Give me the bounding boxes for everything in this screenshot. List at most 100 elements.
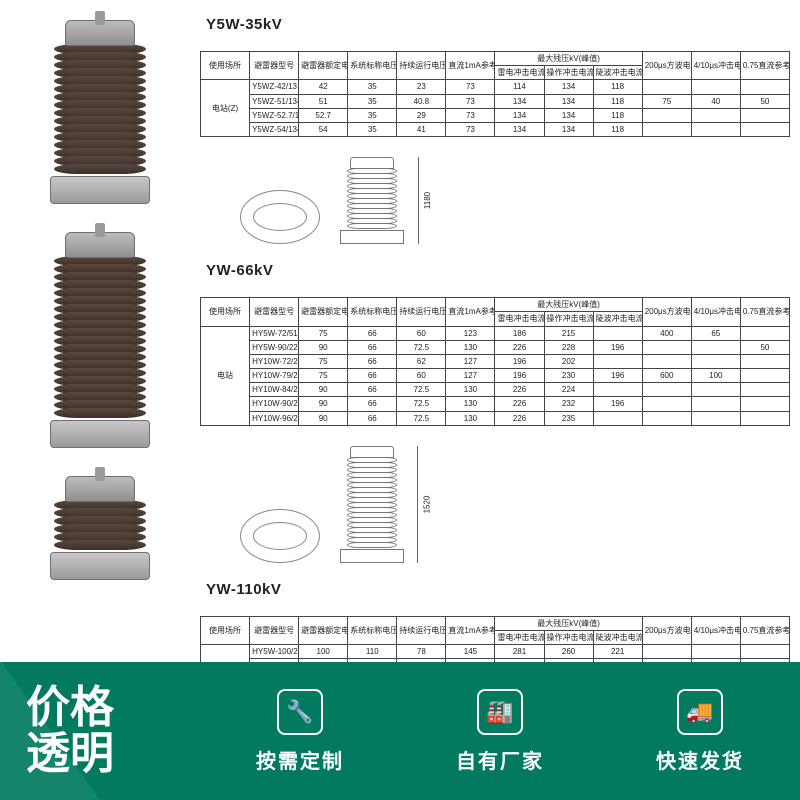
dimension-diagram: 1180	[200, 151, 790, 246]
cell: 50	[740, 340, 789, 354]
table-row: HY10W-79/296756660127196230196600100	[201, 369, 790, 383]
cell: Y5WZ-52.7/134	[250, 108, 299, 122]
cell: 90	[299, 383, 348, 397]
feature-label: 按需定制	[256, 745, 344, 774]
col-subheader: 雷电冲击电流下	[495, 631, 544, 645]
cell: 224	[544, 383, 593, 397]
cell: 226	[495, 383, 544, 397]
cell: 23	[397, 80, 446, 94]
col-header: 0.75直流参考电压下漏电流μA	[740, 616, 789, 644]
table-row: 电站HY5W-100/26010011078145281260221	[201, 645, 790, 659]
cell: 202	[544, 354, 593, 368]
cell: 600	[642, 369, 691, 383]
cell: 66	[348, 354, 397, 368]
col-header: 最大残压kV(峰值)	[495, 616, 642, 630]
table-row: HY10W-72/296756662127196202	[201, 354, 790, 368]
cell: HY10W-72/296	[250, 354, 299, 368]
spec-table: 使用场所避雷器型号避雷器额定电压kV(有效值)系统标称电压kV(有效值)持续运行…	[200, 51, 790, 137]
cell: 66	[348, 340, 397, 354]
cell: 62	[397, 354, 446, 368]
cell	[691, 108, 740, 122]
col-subheader: 雷电冲击电流下	[495, 312, 544, 326]
cell: 196	[593, 397, 642, 411]
cell: 127	[446, 369, 495, 383]
cell: 134	[544, 94, 593, 108]
col-header: 避雷器额定电压kV(有效值)	[299, 298, 348, 326]
cell: 123	[446, 326, 495, 340]
cell: 221	[593, 645, 642, 659]
cell: 29	[397, 108, 446, 122]
cell: HY10W-90/296	[250, 397, 299, 411]
table-row: HY10W-90/296906672.5130226232196	[201, 397, 790, 411]
truck-icon	[677, 689, 723, 735]
cell: Y5WZ-54/134	[250, 122, 299, 136]
cell	[691, 645, 740, 659]
cell: Y5WZ-42/13	[250, 80, 299, 94]
cell	[593, 411, 642, 425]
cell: 75	[642, 94, 691, 108]
cell: 100	[691, 369, 740, 383]
col-subheader: 操作冲击电流下	[544, 312, 593, 326]
section-title: YW-110kV	[206, 581, 790, 598]
cell: 400	[642, 326, 691, 340]
cell	[642, 122, 691, 136]
factory-icon	[477, 689, 523, 735]
col-subheader: 操作冲击电流下	[544, 66, 593, 80]
col-header: 4/10μs冲击电流kA(峰值)	[691, 298, 740, 326]
col-header: 持续运行电压kV(有效值)	[397, 52, 446, 80]
banner-features: 按需定制自有厂家快速发货	[200, 662, 800, 800]
col-header: 直流1mA参考电压kV(峰值)不小于	[446, 616, 495, 644]
cell: 134	[495, 108, 544, 122]
cell	[740, 326, 789, 340]
cell: 60	[397, 369, 446, 383]
cell: 118	[593, 122, 642, 136]
cell: 41	[397, 122, 446, 136]
cell	[740, 411, 789, 425]
cell: 75	[299, 326, 348, 340]
cell: 196	[495, 354, 544, 368]
col-header: 避雷器额定电压kV(有效值)	[299, 52, 348, 80]
cell	[740, 122, 789, 136]
cell: 66	[348, 369, 397, 383]
col-header: 使用场所	[201, 298, 250, 326]
cell	[691, 340, 740, 354]
cell	[691, 383, 740, 397]
cell: 35	[348, 122, 397, 136]
cell: 72.5	[397, 383, 446, 397]
cell: 130	[446, 397, 495, 411]
cell	[642, 80, 691, 94]
cell: HY10W-84/296	[250, 383, 299, 397]
cell: 226	[495, 340, 544, 354]
arrester-photo	[50, 476, 150, 580]
cell: 235	[544, 411, 593, 425]
col-header: 200μs方波电流A(峰值)	[642, 52, 691, 80]
cell: HY5W-72/516	[250, 326, 299, 340]
cell	[691, 411, 740, 425]
table-row: HY10W-84/296906672.5130226224	[201, 383, 790, 397]
cell: 110	[348, 645, 397, 659]
cell: 66	[348, 397, 397, 411]
cell: 100	[299, 645, 348, 659]
cell: 118	[593, 108, 642, 122]
cell: 226	[495, 411, 544, 425]
cell: 35	[348, 94, 397, 108]
promo-banner: 价格 透明 按需定制自有厂家快速发货	[0, 662, 800, 800]
cell	[691, 80, 740, 94]
feature-label: 自有厂家	[456, 745, 544, 774]
cell	[740, 397, 789, 411]
spec-table: 使用场所避雷器型号避雷器额定电压kV(有效值)系统标称电压kV(有效值)持续运行…	[200, 297, 790, 426]
col-header: 0.75直流参考电压下漏电流μA	[740, 298, 789, 326]
col-header: 使用场所	[201, 616, 250, 644]
col-header: 避雷器型号	[250, 52, 299, 80]
cell: 130	[446, 340, 495, 354]
cell: HY5W-100/260	[250, 645, 299, 659]
wrench-icon	[277, 689, 323, 735]
cell: 73	[446, 80, 495, 94]
cell: 134	[495, 94, 544, 108]
feature-factory: 自有厂家	[456, 689, 544, 774]
col-header: 4/10μs冲击电流kA(峰值)	[691, 52, 740, 80]
cell: 230	[544, 369, 593, 383]
cell: 226	[495, 397, 544, 411]
cell	[740, 108, 789, 122]
col-header: 0.75直流参考电压下漏电流μA	[740, 52, 789, 80]
